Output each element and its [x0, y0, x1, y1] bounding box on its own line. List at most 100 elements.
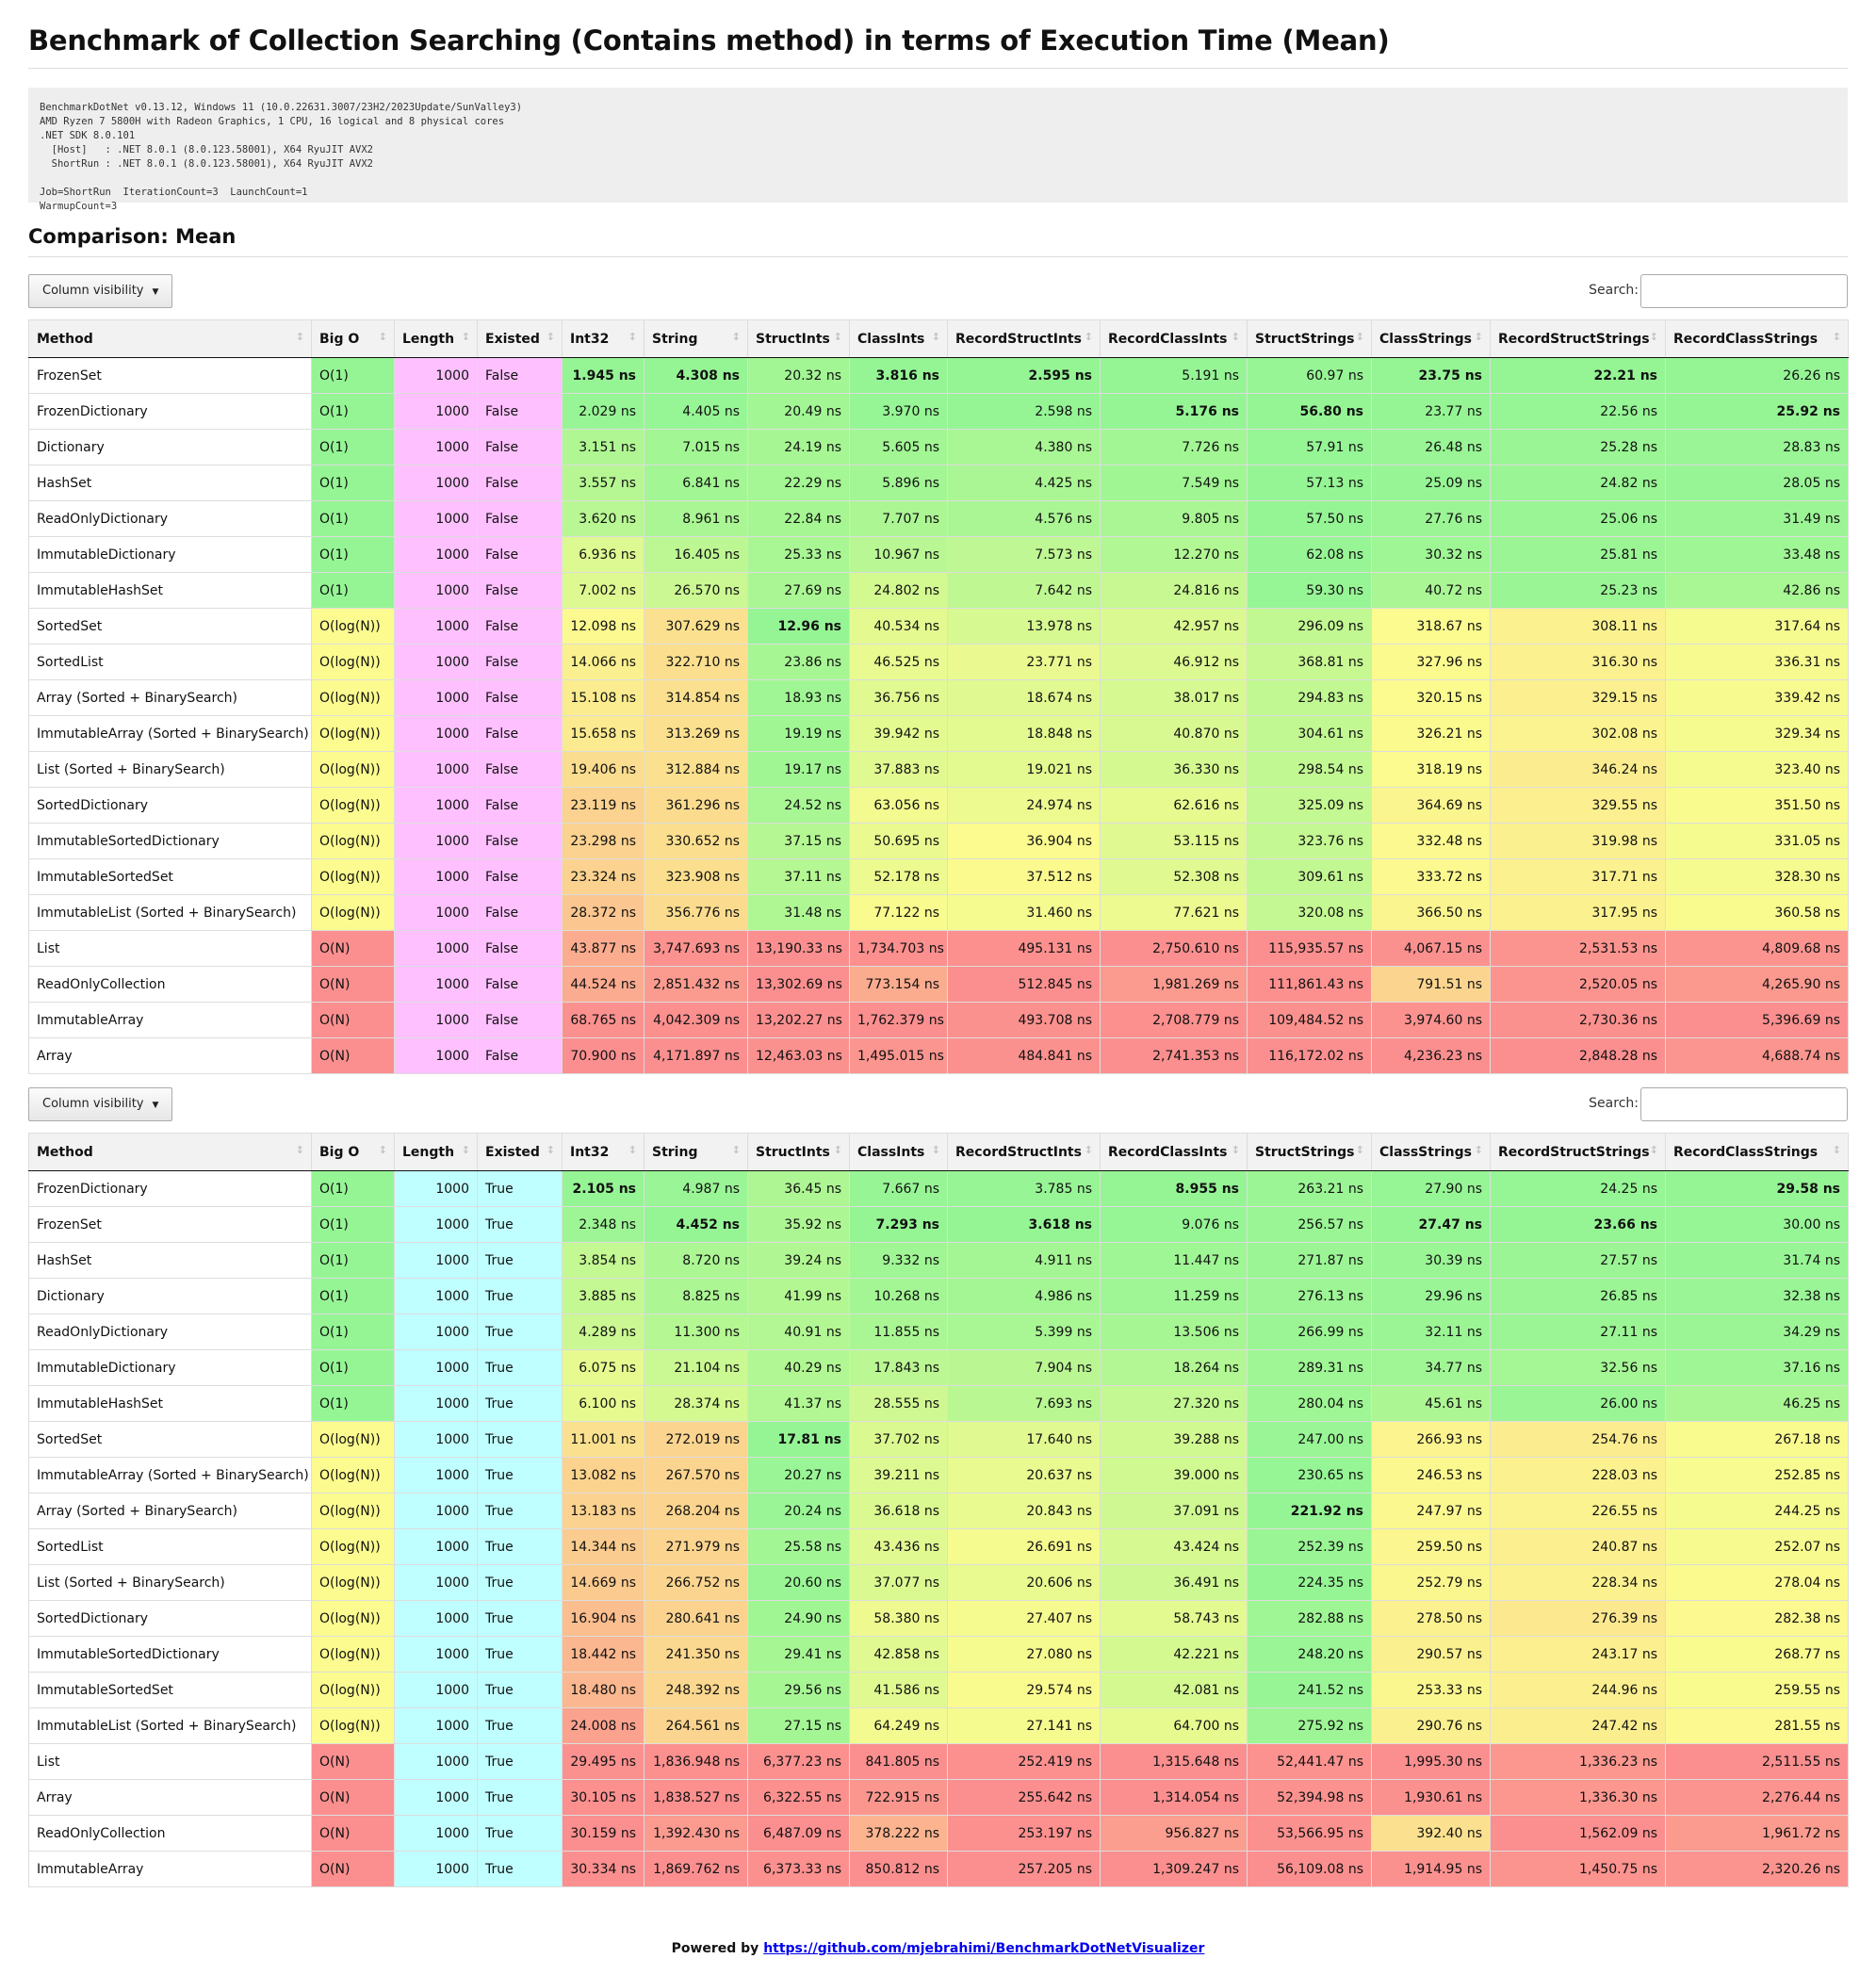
column-header[interactable]: Int32 ↕ [562, 319, 644, 358]
column-header[interactable]: StructInts ↕ [747, 1133, 850, 1171]
existed-cell: True [477, 1564, 563, 1601]
value-cell: 24.82 ns [1490, 465, 1666, 501]
method-cell: Array (Sorted + BinarySearch) [28, 1493, 312, 1529]
big-o-cell: O(log(N)) [311, 1564, 395, 1601]
existed-cell: True [477, 1457, 563, 1493]
value-cell: 111,861.43 ns [1247, 966, 1372, 1003]
value-cell: 1,309.247 ns [1100, 1851, 1248, 1887]
method-cell: FrozenSet [28, 357, 312, 394]
column-header[interactable]: StructStrings ↕ [1247, 1133, 1372, 1171]
value-cell: 329.15 ns [1490, 679, 1666, 716]
value-cell: 42.86 ns [1665, 572, 1849, 609]
sort-icon: ↕ [1832, 1144, 1841, 1156]
value-cell: 23.771 ns [947, 644, 1101, 680]
big-o-cell: O(log(N)) [311, 751, 395, 788]
column-header[interactable]: RecordClassStrings ↕ [1665, 319, 1849, 358]
length-cell: 1000 [394, 1037, 478, 1074]
value-cell: 9.805 ns [1100, 500, 1248, 537]
value-cell: 4,171.897 ns [644, 1037, 748, 1074]
value-cell: 13.183 ns [562, 1493, 644, 1529]
column-header-label: RecordClassInts [1108, 331, 1228, 347]
page-title: Benchmark of Collection Searching (Conta… [28, 0, 1848, 69]
search-input[interactable] [1640, 274, 1848, 308]
column-header[interactable]: RecordStructStrings ↕ [1490, 1133, 1666, 1171]
value-cell: 298.54 ns [1247, 751, 1372, 788]
column-header[interactable]: RecordClassInts ↕ [1100, 1133, 1248, 1171]
column-header[interactable]: Length ↕ [394, 1133, 478, 1171]
footer-link[interactable]: https://github.com/mjebrahimi/BenchmarkD… [763, 1941, 1205, 1956]
value-cell: 5.399 ns [947, 1314, 1101, 1350]
sort-icon: ↕ [461, 331, 470, 343]
value-cell: 64.700 ns [1100, 1707, 1248, 1744]
big-o-cell: O(N) [311, 930, 395, 967]
value-cell: 37.512 ns [947, 858, 1101, 895]
column-header[interactable]: StructStrings ↕ [1247, 319, 1372, 358]
value-cell: 247.00 ns [1247, 1421, 1372, 1458]
value-cell: 6.936 ns [562, 536, 644, 573]
column-header[interactable]: Length ↕ [394, 319, 478, 358]
column-header[interactable]: RecordStructInts ↕ [947, 319, 1101, 358]
value-cell: 24.90 ns [747, 1600, 850, 1637]
value-cell: 6.841 ns [644, 465, 748, 501]
value-cell: 32.56 ns [1490, 1349, 1666, 1386]
value-cell: 271.87 ns [1247, 1242, 1372, 1279]
table-row: Dictionary O(1) 1000 True 3.885 ns 8.825 ns 41… [28, 1278, 1849, 1314]
value-cell: 266.93 ns [1371, 1421, 1491, 1458]
method-cell: ImmutableHashSet [28, 572, 312, 609]
value-cell: 268.204 ns [644, 1493, 748, 1529]
method-cell: ReadOnlyDictionary [28, 500, 312, 537]
value-cell: 280.641 ns [644, 1600, 748, 1637]
value-cell: 248.392 ns [644, 1672, 748, 1708]
column-header-label: RecordClassInts [1108, 1144, 1228, 1160]
value-cell: 25.81 ns [1490, 536, 1666, 573]
column-header[interactable]: Big O ↕ [311, 1133, 395, 1171]
table-row: ImmutableSortedSet O(log(N)) 1000 False 23.3… [28, 858, 1849, 895]
existed-cell: False [477, 858, 563, 895]
value-cell: 282.38 ns [1665, 1600, 1849, 1637]
table-row: FrozenSet O(1) 1000 True 2.348 ns 4.452 ns 35.… [28, 1206, 1849, 1243]
value-cell: 15.658 ns [562, 715, 644, 752]
value-cell: 13.506 ns [1100, 1314, 1248, 1350]
table-row: HashSet O(1) 1000 False 3.557 ns 6.841 ns 22.2… [28, 465, 1849, 501]
value-cell: 19.17 ns [747, 751, 850, 788]
column-header[interactable]: ClassInts ↕ [849, 319, 948, 358]
column-header[interactable]: Big O ↕ [311, 319, 395, 358]
column-header[interactable]: ClassStrings ↕ [1371, 1133, 1491, 1171]
column-header[interactable]: RecordStructStrings ↕ [1490, 319, 1666, 358]
column-header[interactable]: String ↕ [644, 1133, 748, 1171]
column-header[interactable]: Existed ↕ [477, 1133, 563, 1171]
value-cell: 320.15 ns [1371, 679, 1491, 716]
column-header[interactable]: Existed ↕ [477, 319, 563, 358]
column-visibility-button[interactable]: Column visibility ▼ [28, 1087, 173, 1121]
column-header[interactable]: Method ↕ [28, 319, 312, 358]
existed-cell: False [477, 823, 563, 859]
length-cell: 1000 [394, 1421, 478, 1458]
sort-icon: ↕ [731, 1144, 741, 1156]
value-cell: 77.122 ns [849, 894, 948, 931]
search-input[interactable] [1640, 1087, 1848, 1121]
column-header[interactable]: StructInts ↕ [747, 319, 850, 358]
value-cell: 31.48 ns [747, 894, 850, 931]
column-header[interactable]: String ↕ [644, 319, 748, 358]
column-header[interactable]: Int32 ↕ [562, 1133, 644, 1171]
column-header[interactable]: RecordClassStrings ↕ [1665, 1133, 1849, 1171]
value-cell: 46.525 ns [849, 644, 948, 680]
search-label: Search: [1589, 283, 1639, 298]
existed-cell: True [477, 1528, 563, 1565]
length-cell: 1000 [394, 966, 478, 1003]
column-header[interactable]: RecordClassInts ↕ [1100, 319, 1248, 358]
value-cell: 2,708.779 ns [1100, 1002, 1248, 1038]
value-cell: 361.296 ns [644, 787, 748, 824]
column-header[interactable]: ClassStrings ↕ [1371, 319, 1491, 358]
column-visibility-button[interactable]: Column visibility ▼ [28, 274, 173, 308]
column-header[interactable]: ClassInts ↕ [849, 1133, 948, 1171]
length-cell: 1000 [394, 679, 478, 716]
page: Benchmark of Collection Searching (Conta… [28, 0, 1849, 1887]
column-header[interactable]: Method ↕ [28, 1133, 312, 1171]
value-cell: 319.98 ns [1490, 823, 1666, 859]
column-header[interactable]: RecordStructInts ↕ [947, 1133, 1101, 1171]
value-cell: 290.76 ns [1371, 1707, 1491, 1744]
value-cell: 52,441.47 ns [1247, 1743, 1372, 1780]
value-cell: 27.141 ns [947, 1707, 1101, 1744]
existed-cell: True [477, 1636, 563, 1673]
